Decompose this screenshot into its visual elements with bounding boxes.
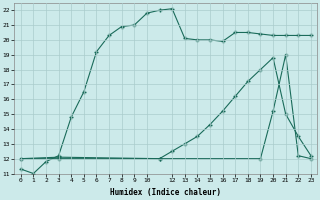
X-axis label: Humidex (Indice chaleur): Humidex (Indice chaleur) xyxy=(110,188,221,197)
